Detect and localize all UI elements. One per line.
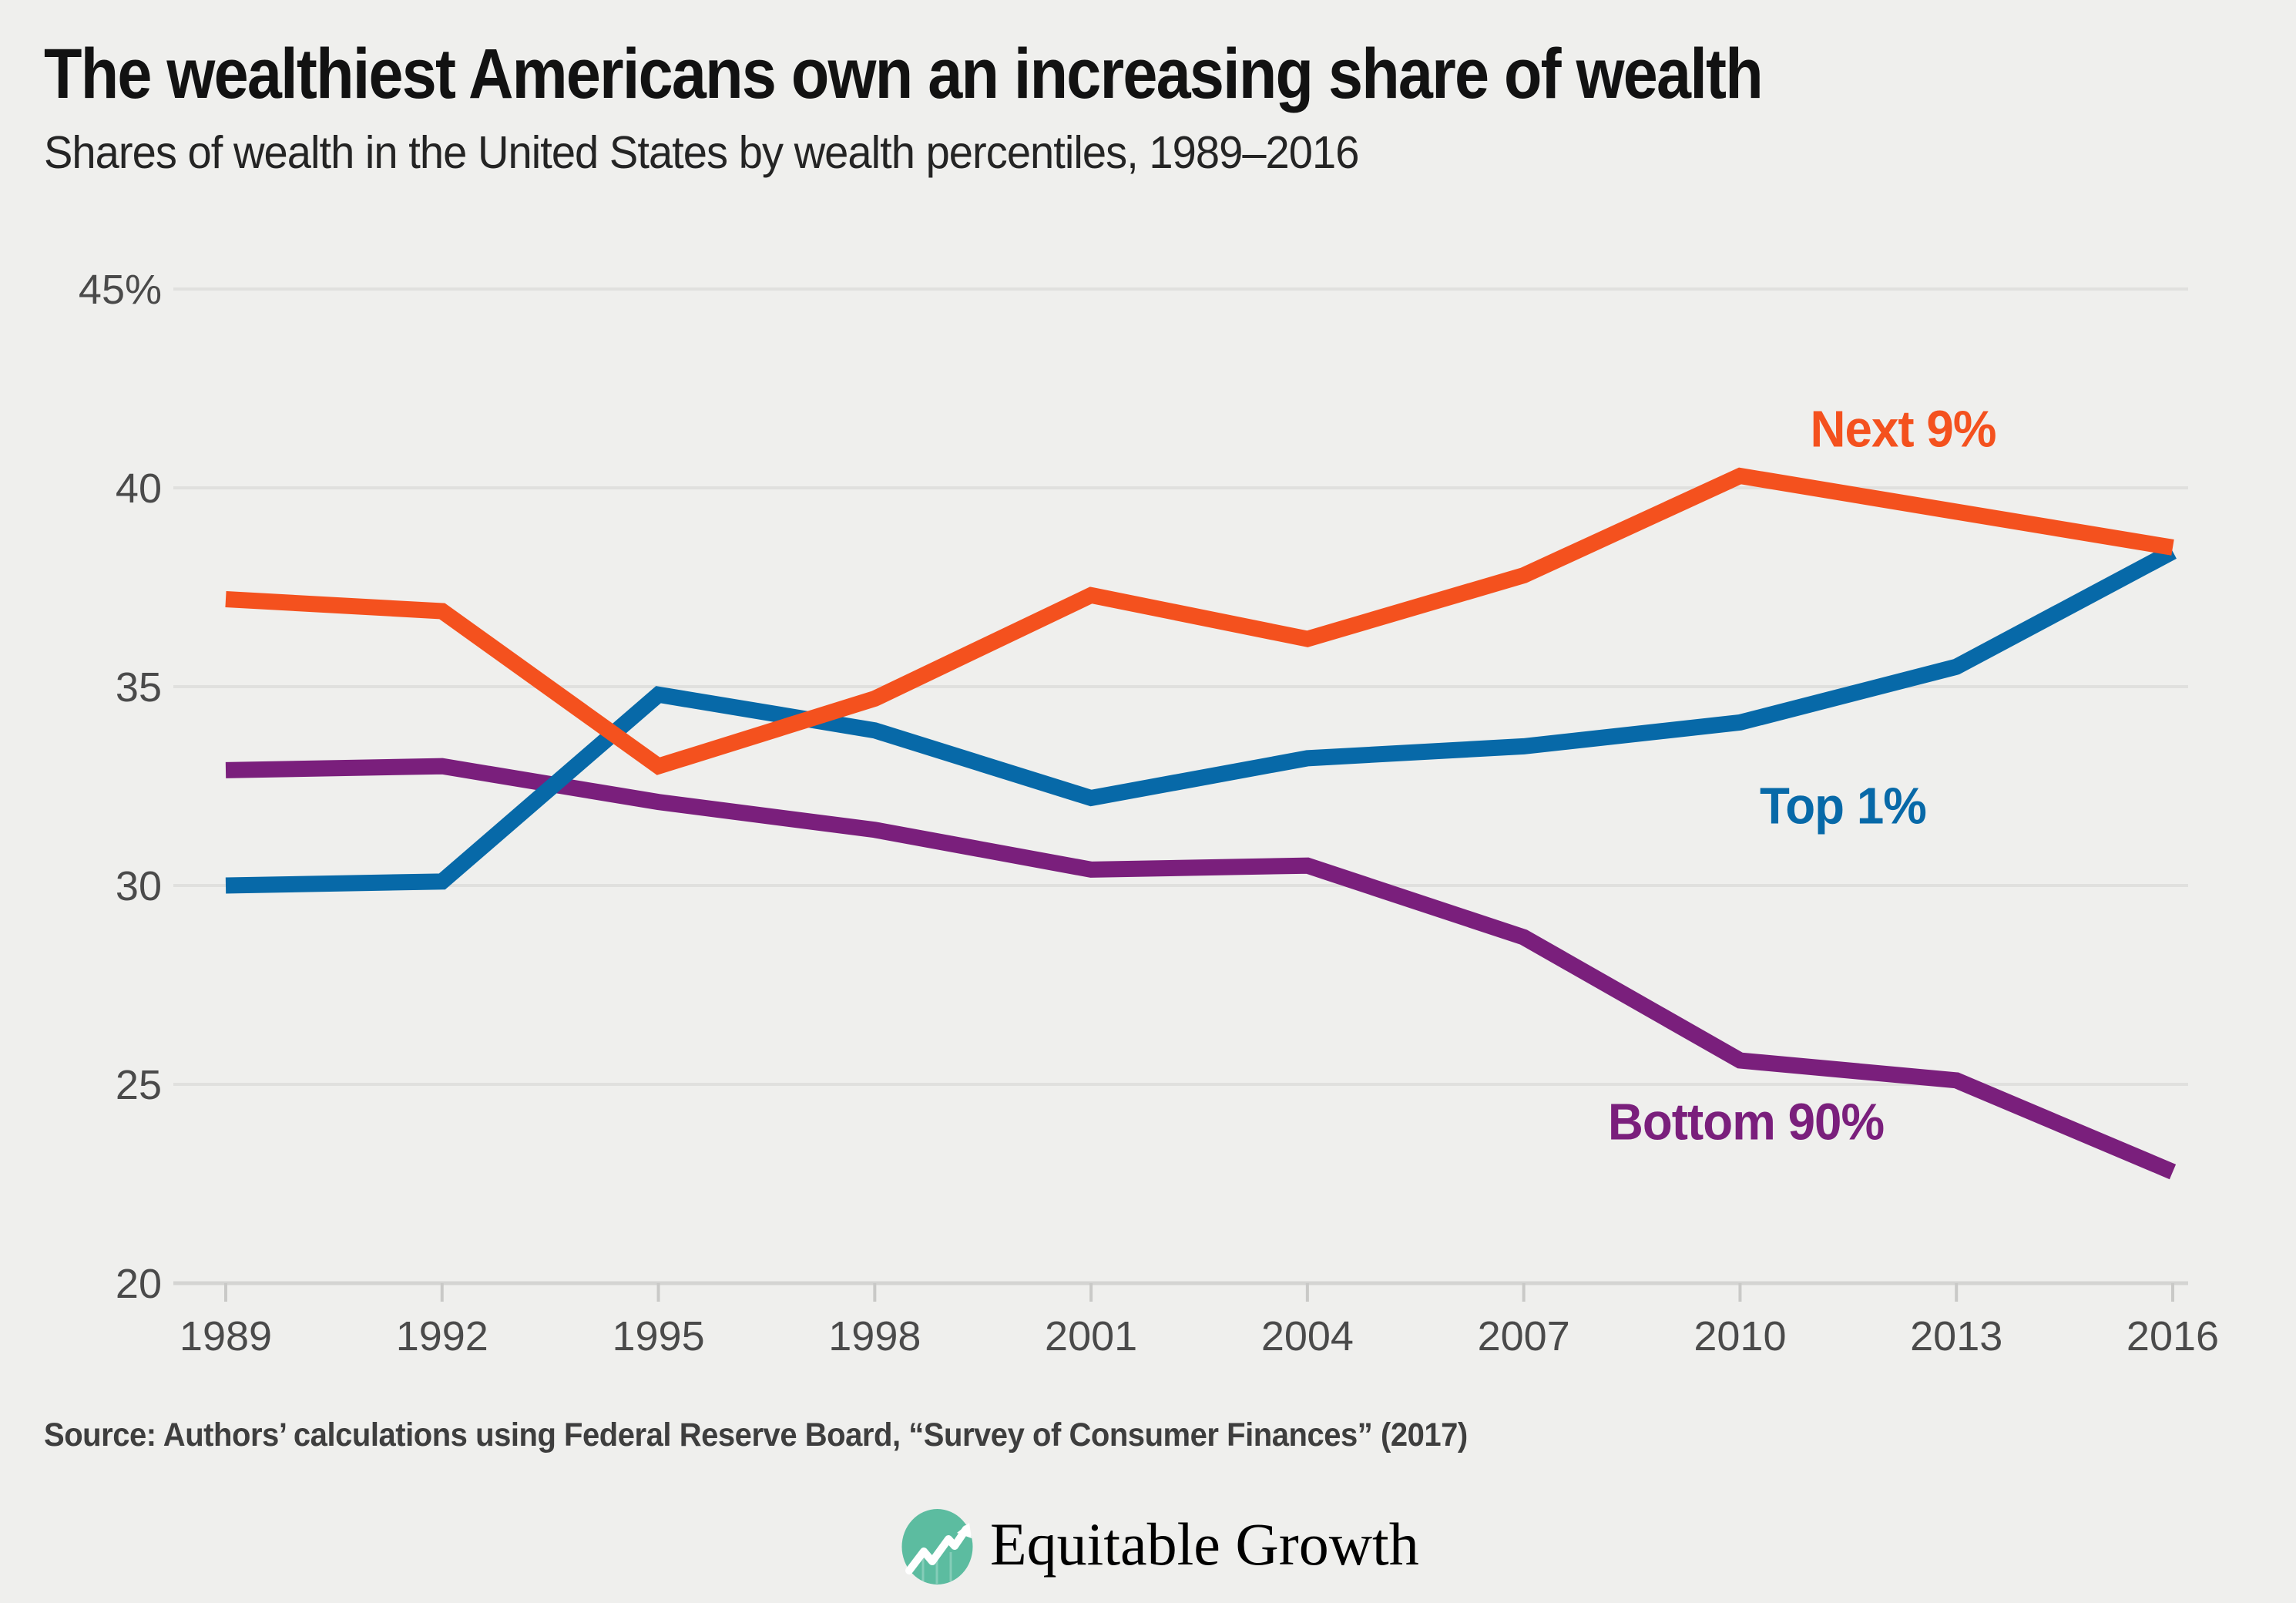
logo-arrowhead [957,1523,972,1538]
chart-title: The wealthiest Americans own an increasi… [44,35,1764,113]
chart-subtitle: Shares of wealth in the United States by… [44,127,1359,178]
logo-trendline [905,1525,970,1574]
y-axis-tick-label: 20 [116,1261,162,1307]
y-axis-tick-label: 35 [116,664,162,711]
x-axis-tick-label: 1989 [180,1313,272,1359]
series-label-next-9: Next 9% [1810,400,1997,459]
series-line-next-9- [225,467,2174,775]
x-axis-tick-label: 2010 [1693,1313,1786,1359]
x-axis-tick-label: 2001 [1045,1313,1137,1359]
source-note: Source: Authors’ calculations using Fede… [44,1416,1468,1453]
logo-trendline-icon [901,1509,973,1585]
y-axis-tick-label: 40 [116,465,162,512]
y-axis-tick-label: 25 [116,1062,162,1108]
series-label-top-1: Top 1% [1760,777,1927,835]
x-axis-tick-label: 2007 [1478,1313,1570,1359]
x-axis-tick-label: 2016 [2126,1313,2219,1359]
equitable-growth-logo: Equitable Growth [900,1507,1419,1586]
y-axis-tick-label: 30 [116,863,162,909]
logo-circle [901,1509,973,1585]
y-axis-tick-label: 45% [79,267,162,313]
x-axis-tick-label: 1995 [612,1313,704,1359]
x-axis-tick-label: 2013 [1910,1313,2002,1359]
series-label-bottom-90: Bottom 90% [1607,1093,1885,1151]
logo-wordmark: Equitable Growth [990,1511,1419,1578]
x-axis-tick-label: 2004 [1261,1313,1354,1359]
x-axis-tick-label: 1998 [828,1313,921,1359]
x-axis-tick-label: 1992 [396,1313,488,1359]
series-line-top-1- [225,544,2177,894]
